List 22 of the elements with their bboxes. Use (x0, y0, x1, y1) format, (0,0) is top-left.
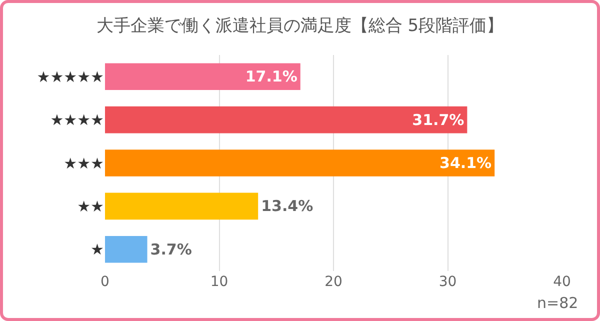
chart-title: 大手企業で働く派遣社員の満足度【総合 5段階評価】 (96, 16, 504, 36)
bar (105, 150, 495, 176)
x-tick-label: 0 (100, 274, 110, 290)
text: n=82 (537, 294, 578, 312)
y-tick-label: ★★ (77, 197, 104, 216)
data-label: 3.7% (150, 240, 192, 258)
x-tick-label: 30 (438, 274, 457, 290)
y-tick-label: ★ (90, 240, 104, 259)
data-label: 34.1% (440, 154, 492, 172)
x-tick-label: 10 (210, 274, 228, 290)
bar (105, 63, 300, 90)
data-label: 17.1% (245, 68, 298, 86)
bar (105, 236, 148, 263)
y-tick-label: ★★★★ (50, 111, 104, 130)
y-tick-label: ★★★ (64, 154, 104, 172)
x-tick-label: 20 (324, 274, 342, 290)
bar (105, 106, 468, 134)
data-label: 31.7% (412, 110, 464, 129)
y-tick-label: ★★★★★ (36, 68, 104, 86)
bar (105, 192, 258, 220)
data-label: 13.4% (261, 197, 314, 216)
x-tick-label: 40 (553, 274, 571, 290)
